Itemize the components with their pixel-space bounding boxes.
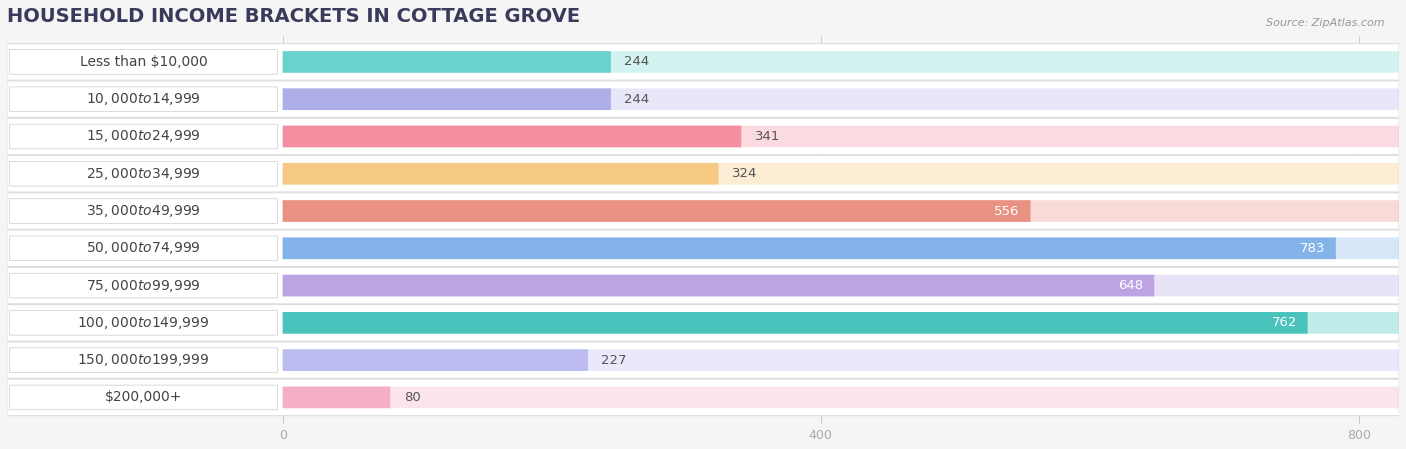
FancyBboxPatch shape [7,193,1399,229]
FancyBboxPatch shape [283,387,1399,408]
FancyBboxPatch shape [283,312,1308,334]
Text: $10,000 to $14,999: $10,000 to $14,999 [86,91,201,107]
FancyBboxPatch shape [283,51,1399,73]
FancyBboxPatch shape [283,312,1399,334]
FancyBboxPatch shape [10,348,277,372]
FancyBboxPatch shape [283,126,741,147]
FancyBboxPatch shape [10,124,277,149]
FancyBboxPatch shape [283,51,610,73]
FancyBboxPatch shape [283,126,1399,147]
Text: 227: 227 [602,354,627,367]
FancyBboxPatch shape [283,200,1399,222]
Text: Less than $10,000: Less than $10,000 [80,55,207,69]
FancyBboxPatch shape [283,387,391,408]
Text: $200,000+: $200,000+ [105,391,183,405]
FancyBboxPatch shape [7,44,1399,80]
Text: Source: ZipAtlas.com: Source: ZipAtlas.com [1267,18,1385,28]
Text: 324: 324 [733,167,758,180]
Text: 341: 341 [755,130,780,143]
Text: 244: 244 [624,55,650,68]
FancyBboxPatch shape [283,163,718,185]
Text: 80: 80 [404,391,420,404]
FancyBboxPatch shape [10,50,277,74]
FancyBboxPatch shape [10,311,277,335]
FancyBboxPatch shape [283,163,1399,185]
FancyBboxPatch shape [10,87,277,111]
Text: $50,000 to $74,999: $50,000 to $74,999 [86,240,201,256]
FancyBboxPatch shape [7,304,1399,341]
FancyBboxPatch shape [283,349,1399,371]
FancyBboxPatch shape [7,155,1399,192]
FancyBboxPatch shape [10,273,277,298]
FancyBboxPatch shape [10,199,277,223]
FancyBboxPatch shape [7,267,1399,304]
FancyBboxPatch shape [283,238,1399,259]
FancyBboxPatch shape [7,118,1399,155]
Text: 556: 556 [994,205,1019,217]
FancyBboxPatch shape [7,81,1399,118]
FancyBboxPatch shape [283,275,1154,296]
Text: $35,000 to $49,999: $35,000 to $49,999 [86,203,201,219]
FancyBboxPatch shape [283,275,1399,296]
FancyBboxPatch shape [283,200,1031,222]
Text: $150,000 to $199,999: $150,000 to $199,999 [77,352,209,368]
Text: $25,000 to $34,999: $25,000 to $34,999 [86,166,201,182]
FancyBboxPatch shape [283,88,1399,110]
FancyBboxPatch shape [10,385,277,409]
FancyBboxPatch shape [283,88,610,110]
Text: 648: 648 [1118,279,1143,292]
FancyBboxPatch shape [283,238,1336,259]
FancyBboxPatch shape [7,342,1399,379]
FancyBboxPatch shape [7,230,1399,267]
Text: 762: 762 [1271,317,1296,330]
FancyBboxPatch shape [10,236,277,260]
FancyBboxPatch shape [7,379,1399,416]
Text: $100,000 to $149,999: $100,000 to $149,999 [77,315,209,331]
Text: HOUSEHOLD INCOME BRACKETS IN COTTAGE GROVE: HOUSEHOLD INCOME BRACKETS IN COTTAGE GRO… [7,7,581,26]
Text: 244: 244 [624,92,650,106]
Text: 783: 783 [1299,242,1324,255]
FancyBboxPatch shape [283,349,588,371]
FancyBboxPatch shape [10,162,277,186]
Text: $75,000 to $99,999: $75,000 to $99,999 [86,277,201,294]
Text: $15,000 to $24,999: $15,000 to $24,999 [86,128,201,145]
